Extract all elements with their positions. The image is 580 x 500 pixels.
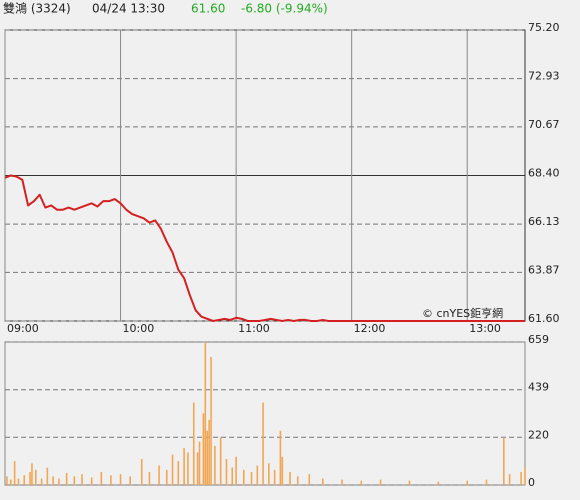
y-tick-label: 68.40 [528, 167, 560, 180]
volume-bar [262, 402, 264, 485]
y-tick-label: 0 [528, 476, 535, 489]
volume-bar [192, 402, 195, 485]
volume-bar [273, 469, 276, 485]
volume-bar [524, 467, 526, 485]
y-tick-label: 61.60 [528, 312, 560, 325]
volume-bar [202, 413, 205, 485]
volume-bar [250, 471, 253, 485]
volume-bar [206, 430, 209, 485]
y-tick-label: 72.93 [528, 70, 560, 83]
volume-bar [214, 445, 216, 485]
volume-bar [437, 481, 440, 485]
volume-bar [31, 463, 33, 485]
price-change: -6.80 (-9.94%) [241, 2, 328, 16]
volume-bar [6, 476, 8, 485]
volume-bar [140, 458, 143, 485]
y-tick-label: 220 [528, 428, 549, 441]
volume-bar [81, 474, 83, 485]
volume-bar [148, 471, 151, 485]
volume-bar [204, 342, 207, 485]
volume-bar [341, 479, 343, 485]
volume-bar [46, 467, 49, 485]
last-price: 61.60 [191, 2, 225, 16]
x-tick-label: 09:00 [7, 322, 39, 335]
volume-bar [13, 461, 16, 485]
x-tick-label: 11:00 [238, 322, 270, 335]
volume-bar [35, 469, 37, 485]
volume-bar [90, 477, 93, 485]
y-tick-label: 439 [528, 381, 549, 394]
watermark: © cnYES鉅亨網 [422, 306, 503, 320]
volume-bar [485, 479, 488, 485]
volume-bar [23, 475, 26, 485]
y-tick-label: 659 [528, 333, 549, 346]
volume-bar [208, 419, 210, 485]
volume-bar [235, 456, 237, 485]
plots: 75.20 72.93 70.67 68.40 66.13 63.87 61.60 09:00… [4, 21, 560, 489]
volume-bar [183, 448, 185, 485]
volume-bar [198, 441, 201, 485]
volume-bar [65, 473, 68, 485]
y-tick-label: 75.20 [528, 21, 560, 34]
volume-bar [100, 471, 103, 485]
volume-bar [177, 461, 180, 485]
volume-bar [279, 430, 282, 485]
volume-bar [196, 452, 199, 485]
volume-bar [520, 471, 522, 485]
volume-bar [210, 356, 212, 485]
volume-bar [408, 480, 411, 485]
volume-bar [281, 456, 284, 485]
volume-bar [187, 452, 189, 485]
volume-bar [379, 479, 382, 485]
volume-bar [289, 471, 291, 485]
x-tick-label: 12:00 [354, 322, 386, 335]
volume-bar [9, 479, 12, 485]
y-tick-label: 66.13 [528, 215, 560, 228]
x-tick-label: 10:00 [123, 322, 155, 335]
volume-bar [308, 474, 311, 485]
y-tick-label: 70.67 [528, 118, 560, 131]
volume-bar [40, 478, 43, 485]
volume-bar [119, 474, 122, 485]
volume-bar [225, 458, 228, 485]
y-tick-label: 63.87 [528, 263, 560, 276]
volume-bar [165, 469, 168, 485]
stock-name: 雙鴻 (3324) [3, 2, 71, 16]
volume-bar [360, 480, 363, 485]
volume-bar [231, 467, 234, 485]
volume-bar [73, 476, 76, 485]
volume-bar [29, 471, 31, 485]
volume-bar [158, 465, 160, 485]
volume-bar [219, 437, 222, 485]
volume-bar [17, 478, 20, 485]
volume-bar [243, 469, 245, 485]
volume-bar [256, 465, 259, 485]
volume-bar [110, 475, 112, 485]
volume-bar [503, 437, 505, 485]
volume-bar [321, 478, 324, 485]
volume-bar [129, 476, 131, 485]
volume-bar [58, 478, 60, 485]
volume-bar [52, 476, 54, 485]
quote-time: 04/24 13:30 [92, 2, 165, 16]
volume-bar [171, 454, 174, 485]
price-line [4, 174, 525, 322]
volume-bar [466, 480, 469, 485]
x-tick-label: 13:00 [469, 322, 501, 335]
volume-bar [268, 463, 270, 485]
volume-bar [296, 476, 299, 485]
volume-bar [508, 474, 511, 485]
